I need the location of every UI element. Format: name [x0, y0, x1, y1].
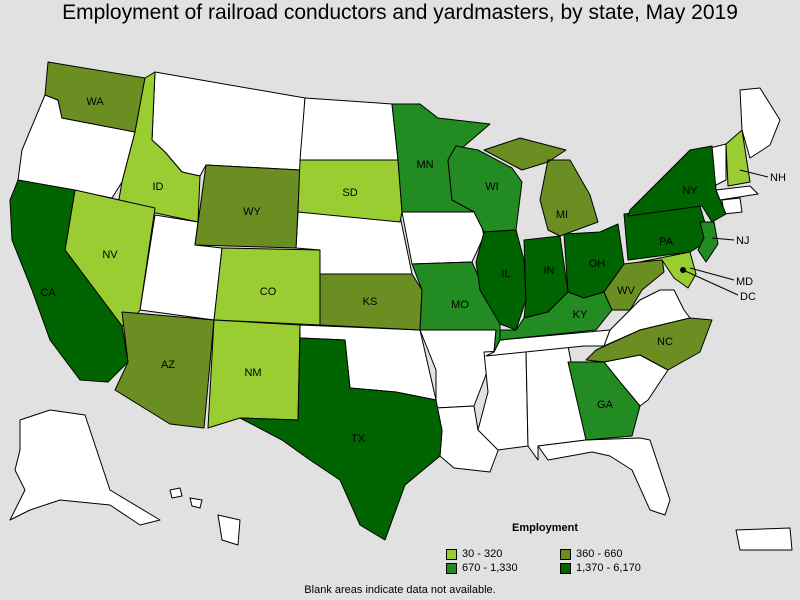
legend-swatch-4 [560, 562, 571, 574]
state-nj[interactable] [697, 221, 719, 263]
label-wv: WV [617, 285, 635, 297]
state-wv[interactable] [603, 257, 665, 311]
state-me[interactable] [739, 87, 781, 159]
legend-item-4: 1,370 - 6,170 [560, 562, 641, 574]
dc-marker [680, 267, 686, 273]
label-oh: OH [589, 258, 606, 270]
state-ga[interactable] [567, 361, 641, 441]
state-mo[interactable] [411, 261, 501, 353]
state-ms[interactable] [477, 349, 529, 451]
legend-swatch-1 [446, 548, 457, 560]
state-wy[interactable] [194, 164, 301, 249]
leader-md [689, 267, 735, 281]
state-mt[interactable] [151, 71, 306, 177]
legend-label-4: 1,370 - 6,170 [576, 562, 641, 574]
label-wi: WI [485, 181, 498, 193]
state-ak[interactable] [9, 409, 161, 526]
legend-item-3: 670 - 1,330 [446, 562, 518, 574]
state-wi[interactable] [447, 145, 523, 233]
state-sd[interactable] [297, 159, 403, 223]
label-pa: PA [659, 236, 674, 248]
legend-label-3: 670 - 1,330 [462, 562, 518, 574]
legend-title: Employment [512, 522, 579, 534]
label-mi: MI [556, 209, 568, 221]
state-fl[interactable] [537, 437, 671, 516]
label-in: IN [544, 265, 555, 277]
legend-item-1: 30 - 320 [446, 548, 502, 560]
label-ks: KS [363, 296, 378, 308]
label-wa: WA [86, 96, 104, 108]
state-nd[interactable] [299, 97, 399, 161]
map-title: Employment of railroad conductors and ya… [62, 1, 738, 24]
footnote: Blank areas indicate data not available. [304, 584, 496, 596]
state-nc[interactable] [585, 317, 713, 371]
legend-label-2: 360 - 660 [576, 548, 623, 560]
label-id: ID [153, 181, 164, 193]
label-tx: TX [351, 433, 366, 445]
label-ga: GA [597, 399, 614, 411]
label-nj: NJ [736, 235, 749, 247]
label-dc: DC [740, 291, 756, 303]
territory-pr[interactable] [735, 527, 793, 551]
label-ny: NY [682, 185, 698, 197]
state-md[interactable] [639, 251, 697, 289]
leader-nh [739, 169, 769, 178]
legend-item-2: 360 - 660 [560, 548, 622, 560]
label-az: AZ [161, 359, 175, 371]
label-mo: MO [451, 299, 469, 311]
state-mi[interactable] [483, 137, 599, 237]
label-nh: NH [770, 172, 786, 184]
legend-swatch-2 [560, 548, 571, 560]
label-mn: MN [416, 159, 433, 171]
state-ky[interactable] [499, 291, 613, 341]
label-md: MD [736, 276, 753, 288]
label-ca: CA [40, 287, 56, 299]
state-hi[interactable] [169, 487, 241, 546]
state-ny[interactable] [627, 145, 727, 223]
leader-nj [711, 237, 735, 241]
label-ky: KY [573, 309, 588, 321]
label-wy: WY [243, 206, 261, 218]
label-sd: SD [342, 187, 357, 199]
state-ia[interactable] [401, 209, 485, 265]
label-il: IL [501, 268, 510, 280]
state-tx[interactable] [239, 337, 443, 541]
legend-swatch-3 [446, 562, 457, 574]
state-ca[interactable] [9, 179, 129, 383]
legend-label-1: 30 - 320 [462, 548, 503, 560]
state-nh[interactable] [725, 129, 751, 187]
state-id[interactable] [117, 71, 201, 223]
label-nm: NM [244, 367, 261, 379]
label-nv: NV [102, 249, 118, 261]
label-co: CO [260, 286, 277, 298]
leader-dc [682, 269, 739, 296]
label-nc: NC [657, 336, 673, 348]
